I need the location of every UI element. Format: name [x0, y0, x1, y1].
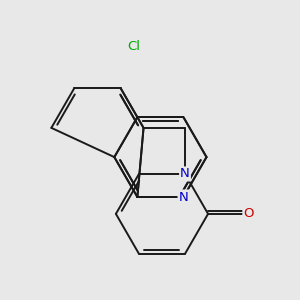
Text: Cl: Cl [127, 40, 140, 53]
Text: N: N [178, 190, 188, 203]
Text: O: O [243, 207, 254, 220]
Text: N: N [180, 167, 190, 181]
